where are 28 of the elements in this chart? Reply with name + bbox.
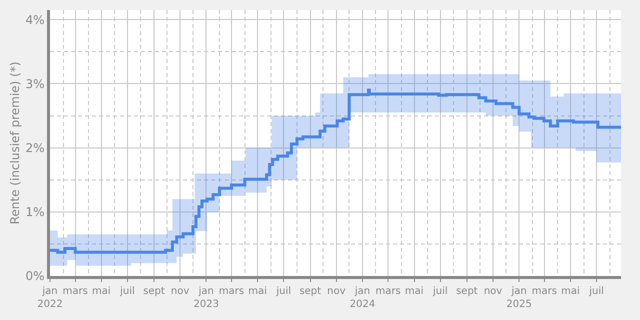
x-tick-label: sept	[299, 286, 322, 297]
x-tick-label: sept	[456, 286, 478, 297]
x-tick-label: sept	[143, 286, 165, 297]
x-tick-label: nov	[484, 286, 502, 297]
y-tick-label: 0%	[26, 269, 45, 284]
x-tick-label: nov	[327, 286, 346, 297]
x-tick-label: mai	[92, 286, 111, 297]
x-tick-label: jan 2025	[506, 286, 532, 310]
y-tick-label: 1%	[26, 205, 45, 220]
x-tick-label: juil	[275, 286, 292, 297]
y-tick-label: 2%	[26, 141, 45, 156]
x-tick-label: jan 2024	[350, 286, 376, 310]
x-tick-label: jan 2022	[37, 286, 63, 310]
y-tick-label: 4%	[26, 12, 45, 27]
x-tick-label: juil	[432, 286, 448, 297]
y-tick-label: 3%	[26, 76, 45, 91]
x-tick-label: jan 2023	[194, 286, 219, 310]
x-tick-label: mars	[218, 286, 244, 297]
x-tick-label: mai	[561, 286, 580, 297]
x-tick-label: mai	[404, 286, 424, 297]
y-axis-title: Rente (inclusief premie) (*)	[8, 62, 22, 224]
x-tick-label: mai	[248, 286, 267, 297]
x-tick-label: mars	[62, 286, 88, 297]
x-tick-label: mars	[376, 286, 401, 297]
x-tick-label: juil	[119, 286, 135, 297]
x-tick-label: mars	[532, 286, 557, 297]
x-tick-label: juil	[588, 286, 604, 297]
x-tick-label: nov	[170, 286, 190, 297]
